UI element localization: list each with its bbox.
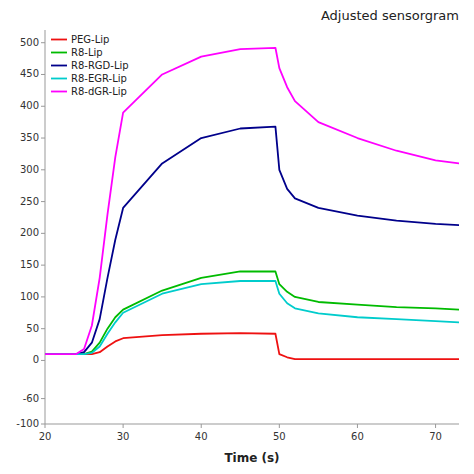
y-tick-label: 350 [20, 132, 39, 143]
y-tick-label: 0 [33, 354, 39, 365]
legend-item: R8-dGR-Lip [51, 86, 127, 97]
y-tick [41, 106, 45, 107]
legend-swatch [51, 52, 67, 54]
y-tick-label: 300 [20, 164, 39, 175]
legend-item: R8-EGR-Lip [51, 73, 127, 84]
x-tick-label: 30 [117, 431, 130, 442]
y-tick-label: 250 [20, 196, 39, 207]
y-tick-label: 100 [20, 291, 39, 302]
y-tick-label: 50 [26, 323, 39, 334]
legend-item: PEG-Lip [51, 34, 109, 45]
x-tick [45, 424, 46, 428]
title: Adjusted sensorgram [321, 8, 459, 23]
y-tick [41, 201, 45, 202]
y-tick-label: 400 [20, 100, 39, 111]
legend-label: R8-Lip [71, 47, 103, 58]
legend-swatch [51, 78, 67, 80]
x-tick [201, 424, 202, 428]
series-line [45, 127, 459, 355]
y-tick [41, 360, 45, 361]
y-tick-label: 200 [20, 227, 39, 238]
legend-label: R8-EGR-Lip [71, 73, 127, 84]
y-tick [41, 398, 45, 399]
y-tick [41, 296, 45, 297]
x-tick [435, 424, 436, 428]
x-tick-label: 70 [429, 431, 442, 442]
legend-item: R8-Lip [51, 47, 103, 58]
series-line [45, 333, 459, 359]
x-tick [279, 424, 280, 428]
x-tick [123, 424, 124, 428]
y-tick [41, 265, 45, 266]
x-tick-label: 20 [39, 431, 52, 442]
series-line [45, 48, 459, 354]
lines [45, 48, 459, 359]
legend-item: R8-RGD-Lip [51, 60, 129, 71]
y-tick-label: 150 [20, 259, 39, 270]
y-axis-line [45, 30, 46, 424]
legend-label: R8-dGR-Lip [71, 86, 127, 97]
x-axis-label: Time (s) [224, 451, 279, 465]
legend: PEG-Lip R8-Lip R8-RGD-Lip R8-EGR-Lip R8-dGR-… [51, 34, 129, 97]
y-tick [41, 328, 45, 329]
y-tick-label: 450 [20, 68, 39, 79]
legend-swatch [51, 65, 67, 67]
x-tick [357, 424, 358, 428]
axes: -100 -60 0 50 100 150 200 250 300 350 400 450 500 20 3… [16, 30, 459, 442]
legend-label: R8-RGD-Lip [71, 60, 129, 71]
y-tick [41, 233, 45, 234]
x-tick-label: 50 [273, 431, 286, 442]
legend-swatch [51, 39, 67, 41]
y-tick [41, 42, 45, 43]
y-tick [41, 424, 45, 425]
x-tick-label: 60 [351, 431, 364, 442]
y-tick-label: 500 [20, 37, 39, 48]
legend-swatch [51, 91, 67, 93]
x-axis-line [45, 424, 459, 425]
y-tick [41, 74, 45, 75]
y-tick-label: -100 [16, 418, 39, 429]
chart: -100 -60 0 50 100 150 200 250 300 350 400 450 500 20 3… [0, 0, 474, 474]
y-tick [41, 169, 45, 170]
y-tick-label: -60 [23, 393, 39, 404]
series-line [45, 281, 459, 354]
y-tick [41, 138, 45, 139]
legend-label: PEG-Lip [71, 34, 109, 45]
x-tick-label: 40 [195, 431, 208, 442]
